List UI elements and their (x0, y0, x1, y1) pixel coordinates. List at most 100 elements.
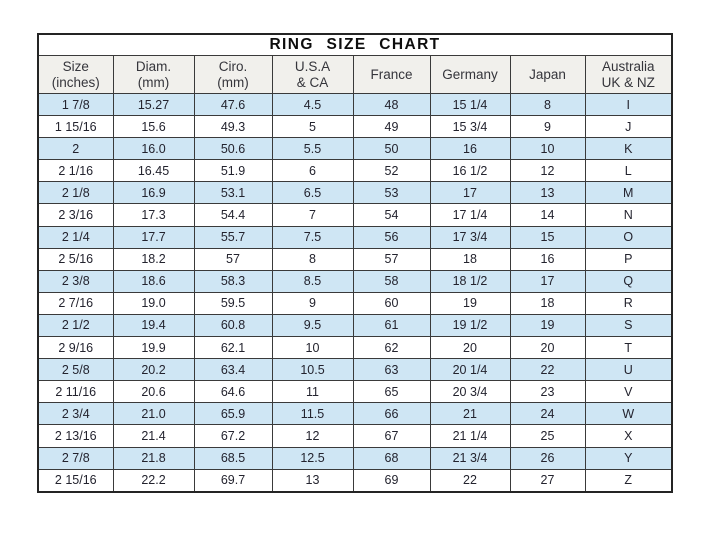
column-header-sublabel: & CA (296, 74, 329, 90)
table-cell: 11.5 (271, 402, 354, 426)
table-row: 2 3/8 18.6 58.3 8.5 58 18 1/2 17 Q (37, 269, 673, 293)
table-cell: 22.2 (112, 468, 195, 493)
table-cell: 2 13/16 (37, 424, 114, 448)
table-cell: 13 (271, 468, 354, 493)
table-cell: 21 1/4 (429, 424, 511, 448)
table-cell: Z (584, 468, 673, 493)
column-header-usa-ca: U.S.A & CA (271, 55, 354, 94)
table-cell: 12 (271, 424, 354, 448)
table-cell: 18.6 (112, 269, 195, 293)
table-cell: 19 (429, 291, 511, 315)
title-row: RING SIZE CHART (37, 33, 673, 56)
table-cell: 26 (509, 446, 586, 470)
table-cell: 2 5/8 (37, 358, 114, 382)
table-cell: 62 (352, 336, 431, 360)
table-cell: 10 (271, 336, 354, 360)
table-cell: 2 1/4 (37, 225, 114, 249)
column-header-size-inches: Size (inches) (37, 55, 114, 94)
table-cell: 10 (509, 137, 586, 161)
table-cell: 17 1/4 (429, 203, 511, 227)
table-cell: 68 (352, 446, 431, 470)
table-row: 2 5/8 20.2 63.4 10.5 63 20 1/4 22 U (37, 358, 673, 382)
column-header-circumference-mm: Ciro. (mm) (193, 55, 273, 94)
table-row: 2 1/16 16.45 51.9 6 52 16 1/2 12 L (37, 159, 673, 183)
table-cell: 2 3/4 (37, 402, 114, 426)
table-cell: 1 7/8 (37, 92, 114, 117)
table-cell: 16 1/2 (429, 159, 511, 183)
column-header-label: Diam. (135, 59, 172, 75)
table-cell: V (584, 380, 673, 404)
table-cell: U (584, 358, 673, 382)
table-cell: 17 (429, 181, 511, 205)
table-cell: 17.7 (112, 225, 195, 249)
table-cell: 63.4 (193, 358, 273, 382)
table-cell: 66 (352, 402, 431, 426)
table-cell: M (584, 181, 673, 205)
table-row: 1 15/16 15.6 49.3 5 49 15 3/4 9 J (37, 115, 673, 139)
table-cell: L (584, 159, 673, 183)
table-cell: W (584, 402, 673, 426)
table-cell: 2 5/16 (37, 247, 114, 271)
table-cell: 24 (509, 402, 586, 426)
table-cell: 53.1 (193, 181, 273, 205)
column-header-germany: Germany (429, 55, 511, 94)
table-cell: 65 (352, 380, 431, 404)
table-row: 2 5/16 18.2 57 8 57 18 16 P (37, 247, 673, 271)
table-cell: N (584, 203, 673, 227)
column-header-sublabel: (mm) (217, 74, 249, 90)
table-row: 1 7/8 15.27 47.6 4.5 48 15 1/4 8 I (37, 92, 673, 117)
column-header-label: Japan (529, 66, 566, 82)
table-cell: 20.2 (112, 358, 195, 382)
column-header-france: France (352, 55, 431, 94)
table-cell: 2 1/2 (37, 313, 114, 338)
table-cell: 9.5 (271, 313, 354, 338)
table-cell: K (584, 137, 673, 161)
table-cell: P (584, 247, 673, 271)
table-cell: 1 15/16 (37, 115, 114, 139)
table-cell: 19 1/2 (429, 313, 511, 338)
table-cell: Q (584, 269, 673, 293)
table-row: 2 3/4 21.0 65.9 11.5 66 21 24 W (37, 402, 673, 426)
table-cell: 14 (509, 203, 586, 227)
table-cell: 15.27 (112, 92, 195, 117)
column-header-sublabel: UK & NZ (601, 74, 655, 90)
ring-size-chart: RING SIZE CHART Size (inches) Diam. (mm)… (37, 33, 673, 493)
chart-title: RING SIZE CHART (37, 33, 673, 56)
table-cell: 15.6 (112, 115, 195, 139)
table-row: 2 11/16 20.6 64.6 11 65 20 3/4 23 V (37, 380, 673, 404)
column-header-diameter-mm: Diam. (mm) (112, 55, 195, 94)
table-cell: 22 (509, 358, 586, 382)
table-cell: 51.9 (193, 159, 273, 183)
table-cell: 52 (352, 159, 431, 183)
table-cell: 58.3 (193, 269, 273, 293)
column-header-sublabel: (mm) (137, 74, 170, 90)
table-cell: 18 (509, 291, 586, 315)
table-cell: 19.0 (112, 291, 195, 315)
table-row: 2 15/16 22.2 69.7 13 69 22 27 Z (37, 468, 673, 493)
table-cell: 15 3/4 (429, 115, 511, 139)
table-cell: 2 3/16 (37, 203, 114, 227)
table-cell: 2 7/16 (37, 291, 114, 315)
table-cell: 61 (352, 313, 431, 338)
table-cell: 58 (352, 269, 431, 293)
ring-size-table: RING SIZE CHART Size (inches) Diam. (mm)… (37, 33, 673, 493)
table-row: 2 1/2 19.4 60.8 9.5 61 19 1/2 19 S (37, 313, 673, 338)
table-cell: 21.0 (112, 402, 195, 426)
table-cell: 5.5 (271, 137, 354, 161)
table-cell: 21 (429, 402, 511, 426)
table-cell: 9 (271, 291, 354, 315)
table-row: 2 13/16 21.4 67.2 12 67 21 1/4 25 X (37, 424, 673, 448)
table-cell: 20.6 (112, 380, 195, 404)
table-cell: 16 (509, 247, 586, 271)
column-header-label: Germany (442, 66, 498, 82)
table-row: 2 9/16 19.9 62.1 10 62 20 20 T (37, 336, 673, 360)
table-cell: 56 (352, 225, 431, 249)
table-row: 2 1/8 16.9 53.1 6.5 53 17 13 M (37, 181, 673, 205)
table-cell: 48 (352, 92, 431, 117)
table-cell: R (584, 291, 673, 315)
table-cell: 54.4 (193, 203, 273, 227)
table-row: 2 7/8 21.8 68.5 12.5 68 21 3/4 26 Y (37, 446, 673, 470)
table-cell: 2 9/16 (37, 336, 114, 360)
table-cell: 16.45 (112, 159, 195, 183)
